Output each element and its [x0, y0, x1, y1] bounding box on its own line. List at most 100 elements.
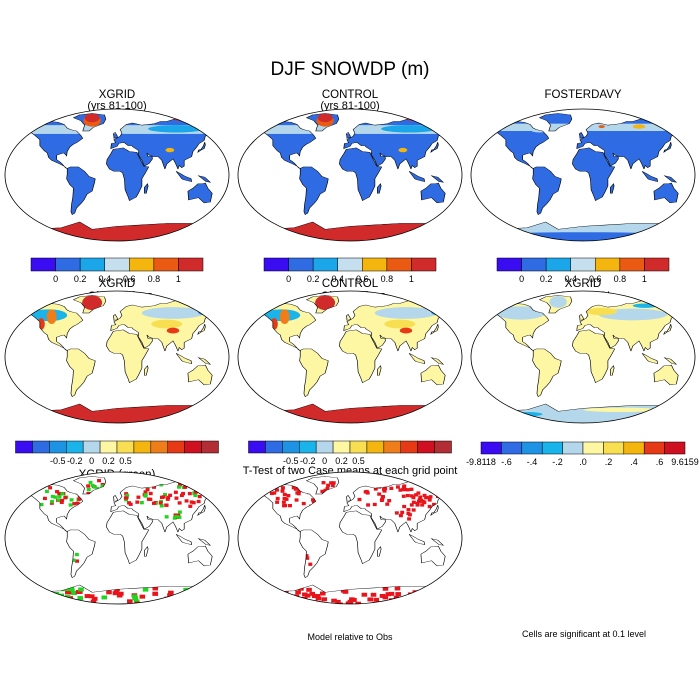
sig-cell: [416, 491, 421, 495]
shade-region-1: [148, 125, 205, 133]
map: [238, 291, 462, 423]
sig-cell: [169, 597, 175, 602]
sig-cell: [438, 594, 444, 599]
note-significance: Cells are significant at 0.1 level: [522, 629, 646, 639]
sig-cell: [59, 500, 64, 505]
shade-region-1: [381, 125, 438, 133]
colorbar-swatch: [82, 440, 101, 454]
colorbar-swatch: [153, 257, 179, 272]
sig-cell: [449, 593, 456, 598]
sig-cell: [197, 494, 202, 499]
panel-6: XGRID- CONTROL-9.8118-.6-.4-.2.0.2.4.69.…: [466, 278, 699, 467]
colorbar-swatch: [184, 440, 202, 454]
figure-title: DJF SNOWDP (m): [270, 59, 429, 80]
sig-cell: [294, 498, 299, 502]
colorbar-swatch: [496, 257, 522, 272]
shade-region-2: [275, 125, 307, 134]
sig-cell: [16, 595, 23, 600]
sig-cell: [295, 590, 301, 595]
sig-cell: [385, 592, 392, 597]
colorbar-swatch: [15, 440, 33, 454]
sig-cell: [90, 599, 97, 604]
sig-cell: [134, 601, 141, 604]
sig-cell: [411, 508, 416, 512]
colorbar-swatch: [150, 440, 168, 454]
colorbar-swatch: [603, 441, 625, 455]
sig-cell: [361, 592, 368, 597]
coastline-nz: [453, 383, 460, 390]
sig-cell: [427, 498, 432, 502]
colorbar-swatch: [201, 440, 219, 454]
colorbar-label: -0.5: [50, 456, 66, 466]
colorbar: -9.8118 -.6 -.4 -.2 .0 .2 .4 .6 9.6159: [466, 441, 699, 467]
sig-cell: [208, 587, 214, 592]
sig-cell: [326, 483, 331, 487]
sig-cell: [143, 490, 148, 494]
sig-cell: [56, 498, 61, 502]
sig-cell: [50, 494, 55, 499]
sig-cell: [63, 496, 68, 500]
sig-cell: [401, 487, 406, 492]
sig-cell: [379, 498, 384, 503]
colorbar-swatch: [480, 441, 502, 455]
sig-cell: [195, 594, 202, 599]
sig-cell: [48, 486, 53, 490]
sig-cell: [166, 495, 171, 500]
sig-cell: [275, 488, 279, 492]
map: [471, 291, 695, 423]
sig-cell: [106, 590, 112, 595]
sig-cell: [125, 493, 130, 498]
sig-cell: [423, 484, 428, 488]
map-outline: [4, 108, 230, 242]
sig-cell: [8, 595, 15, 600]
sig-cell: [424, 495, 429, 500]
sig-cell: [18, 593, 24, 598]
sig-cell: [225, 600, 229, 604]
colorbar-label: 0.4: [331, 274, 344, 284]
sig-cell: [179, 493, 184, 498]
sig-cell: [86, 484, 91, 488]
sig-cell: [58, 599, 65, 604]
sig-cell: [293, 487, 298, 491]
sig-cell: [329, 481, 334, 485]
shade-region-7: [165, 147, 175, 153]
sig-cell: [177, 485, 181, 489]
sig-cell: [297, 489, 302, 493]
colorbar-label: 0.2: [74, 274, 87, 284]
panel-title: XGRID: [565, 278, 601, 290]
colorbar-swatch: [129, 257, 155, 272]
shade-region-4: [317, 113, 333, 123]
sig-cell: [345, 601, 352, 604]
sig-cell: [181, 491, 186, 496]
sig-cell: [145, 488, 150, 492]
colorbar-label: -.4: [527, 457, 538, 467]
sig-cell: [250, 595, 257, 600]
sig-cell: [202, 594, 208, 599]
sig-cell: [461, 591, 462, 596]
panel-7: XGRID (green)CONTROL (red): [4, 469, 230, 605]
sig-cell: [417, 591, 423, 596]
panel-1: XGRID(yrs 81-100) 0 0.2 0.4 0.6 0.8 1: [4, 89, 230, 284]
sig-cell: [188, 599, 194, 604]
sig-cell: [364, 489, 369, 494]
sig-cell: [14, 595, 21, 600]
sig-cell: [311, 499, 316, 504]
sig-cell: [281, 500, 286, 504]
colorbar-swatch: [32, 440, 50, 454]
sig-cell: [304, 593, 311, 598]
sig-cell: [177, 515, 182, 519]
map: [5, 109, 229, 241]
sig-cell: [92, 485, 97, 489]
shade-region-0: [141, 307, 205, 319]
sig-cell: [425, 586, 432, 591]
sig-cell: [196, 597, 203, 602]
sig-cell: [193, 490, 198, 494]
sig-cell: [301, 501, 306, 506]
colorbar-swatch: [623, 441, 645, 455]
sig-cell: [419, 498, 424, 502]
note-model-relative: Model relative to Obs: [307, 632, 393, 642]
colorbar-label: 0.2: [540, 274, 553, 284]
sig-cell: [65, 590, 71, 595]
colorbar: -0.5 -0.2 0 0.2 0.5: [248, 440, 452, 466]
sig-cell: [169, 598, 176, 603]
